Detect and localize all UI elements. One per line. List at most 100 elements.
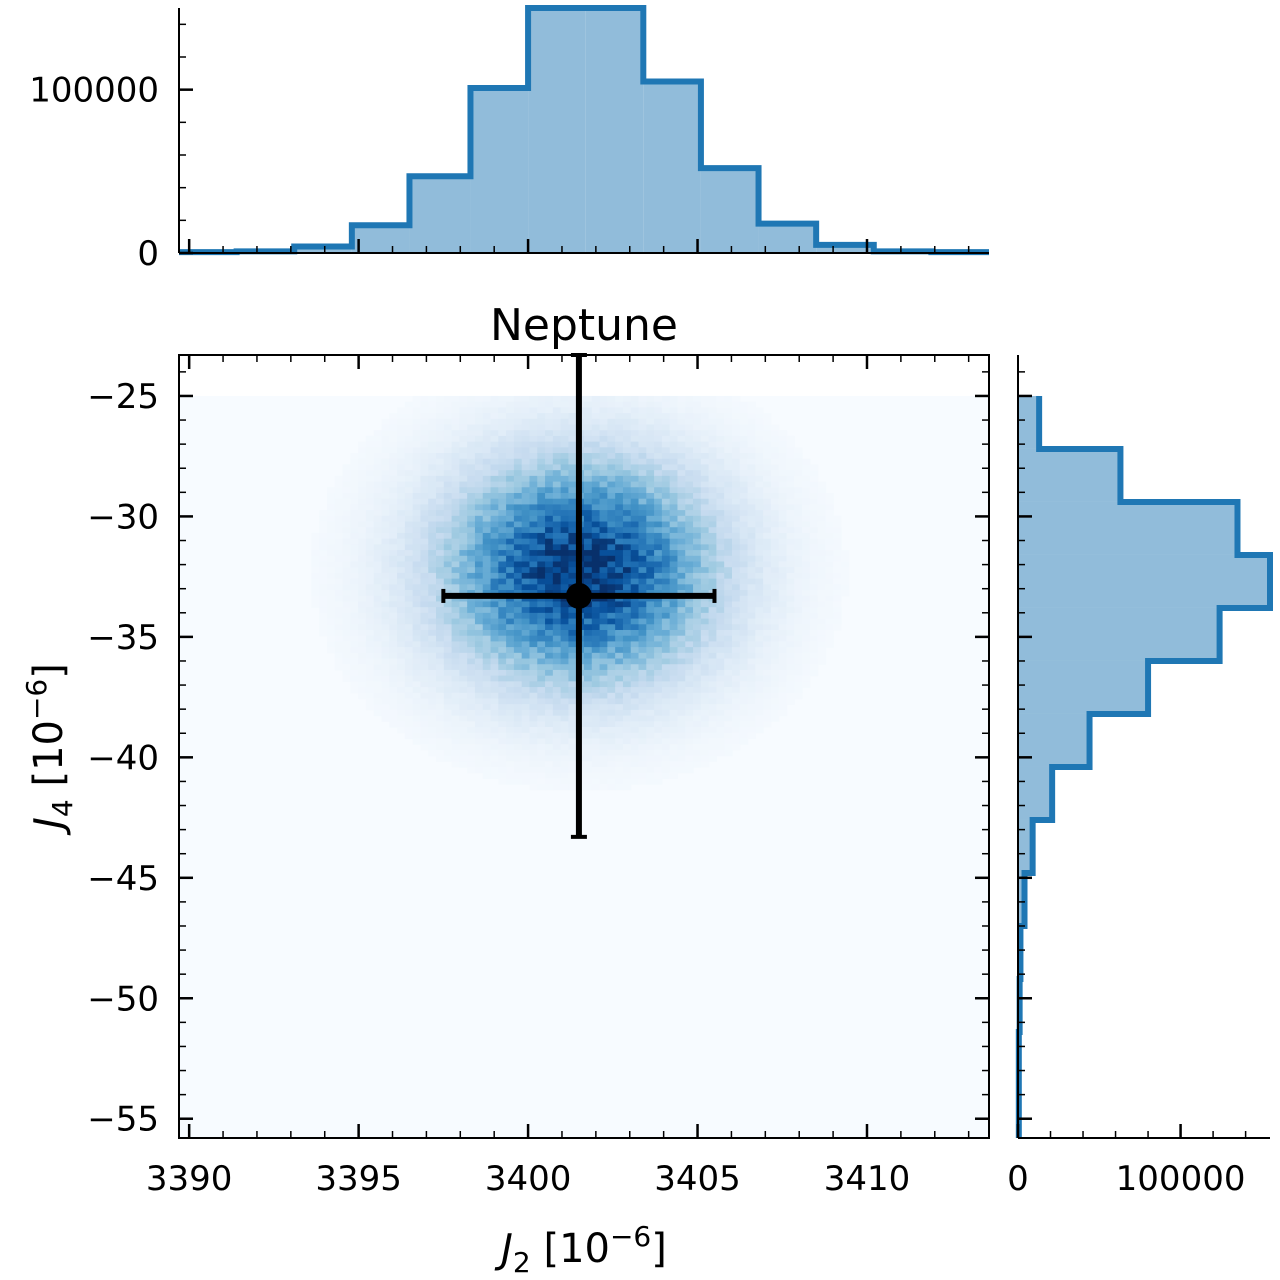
heatmap-cell	[739, 595, 749, 603]
heatmap-cell	[731, 481, 741, 488]
heatmap-cell	[802, 601, 811, 608]
heatmap-cell	[809, 618, 819, 625]
heatmap-cell	[778, 692, 788, 700]
heatmap-cell	[513, 721, 523, 728]
heatmap-cell	[537, 487, 546, 494]
heatmap-cell	[630, 538, 640, 545]
heatmap-cell	[389, 510, 398, 517]
heatmap-cell	[615, 561, 624, 568]
heatmap-cell	[700, 629, 710, 637]
heatmap-cell	[654, 687, 663, 694]
heatmap-cell	[716, 709, 725, 717]
heatmap-cell	[420, 675, 429, 682]
heatmap-cell	[638, 635, 647, 643]
heatmap-cell	[739, 652, 749, 660]
heatmap-cell	[622, 761, 632, 768]
heatmap-cell	[397, 652, 406, 660]
heatmap-cell	[646, 567, 655, 574]
heatmap-cell	[661, 424, 671, 431]
heatmap-cell	[599, 681, 608, 688]
heatmap-cell	[669, 635, 679, 643]
heatmap-cell	[326, 647, 336, 654]
heatmap-cell	[498, 532, 507, 540]
heatmap-cell	[560, 629, 570, 637]
heatmap-cell	[669, 578, 679, 585]
heatmap-cell	[521, 424, 531, 431]
heatmap-cell	[560, 418, 570, 426]
heatmap-cell	[677, 732, 686, 740]
heatmap-cell	[342, 475, 351, 483]
heatmap-cell	[482, 732, 492, 740]
heatmap-cell	[412, 401, 422, 408]
heatmap-cell	[397, 612, 406, 620]
heatmap-cell	[584, 395, 593, 403]
heatmap-cell	[529, 504, 538, 511]
heatmap-cell	[490, 527, 499, 534]
heatmap-cell	[825, 538, 834, 545]
heatmap-cell	[755, 504, 764, 511]
heatmap-cell	[334, 601, 344, 608]
heatmap-cell	[443, 413, 453, 420]
heatmap-cell	[685, 658, 694, 665]
heatmap-cell	[451, 470, 460, 477]
heatmap-cell	[459, 561, 468, 568]
heatmap-cell	[381, 504, 390, 511]
heatmap-cell	[607, 561, 616, 568]
heatmap-cell	[825, 612, 834, 620]
heatmap-cell	[474, 601, 484, 608]
heatmap-cell	[459, 453, 468, 460]
heatmap-cell	[451, 704, 460, 711]
heatmap-cell	[584, 612, 593, 620]
heatmap-cell	[490, 532, 499, 540]
heatmap-cell	[521, 487, 531, 494]
heatmap-cell	[755, 709, 764, 717]
heatmap-cell	[373, 561, 383, 568]
heatmap-cell	[513, 692, 523, 700]
heatmap-cell	[428, 692, 437, 700]
heatmap-cell	[537, 784, 546, 791]
heatmap-cell	[591, 424, 601, 431]
heatmap-cell	[560, 413, 570, 420]
heatmap-cell	[552, 721, 562, 728]
heatmap-cell	[677, 401, 686, 408]
heatmap-cell	[436, 755, 445, 762]
heatmap-cell	[763, 709, 772, 717]
heatmap-cell	[568, 413, 577, 420]
heatmap-cell	[521, 510, 531, 517]
heatmap-cell	[397, 624, 406, 631]
heatmap-cell	[397, 481, 406, 488]
heatmap-cell	[334, 607, 344, 614]
heatmap-cell	[404, 624, 414, 631]
heatmap-cell	[459, 698, 468, 705]
heatmap-cell	[420, 447, 429, 454]
heatmap-cell	[708, 584, 718, 591]
heatmap-cell	[506, 413, 515, 420]
heatmap-cell	[669, 527, 679, 534]
heatmap-cell	[770, 475, 780, 483]
y-histogram-bar	[1018, 872, 1025, 926]
heatmap-cell	[731, 504, 741, 511]
heatmap-cell	[630, 601, 640, 608]
heatmap-cell	[529, 766, 538, 774]
heatmap-cell	[693, 555, 702, 563]
heatmap-cell	[459, 418, 468, 426]
heatmap-cell	[513, 492, 523, 500]
heatmap-cell	[794, 538, 803, 545]
heatmap-cell	[498, 755, 507, 762]
heatmap-cell	[545, 744, 554, 751]
heatmap-cell	[677, 687, 686, 694]
y-histogram-bar	[1018, 554, 1270, 608]
heatmap-cell	[451, 681, 460, 688]
heatmap-cell	[669, 675, 679, 682]
heatmap-cell	[459, 618, 468, 625]
heatmap-cell	[599, 515, 608, 523]
heatmap-cell	[731, 698, 741, 705]
heatmap-cell	[817, 590, 827, 597]
heatmap-cell	[669, 555, 679, 563]
heatmap-cell	[630, 652, 640, 660]
heatmap-cell	[467, 744, 476, 751]
heatmap-cell	[537, 504, 546, 511]
heatmap-cell	[326, 618, 336, 625]
heatmap-cell	[397, 424, 406, 431]
heatmap-cell	[568, 424, 577, 431]
